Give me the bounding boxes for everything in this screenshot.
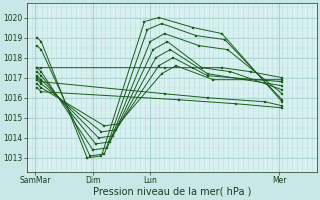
X-axis label: Pression niveau de la mer( hPa ): Pression niveau de la mer( hPa ) xyxy=(92,187,251,197)
